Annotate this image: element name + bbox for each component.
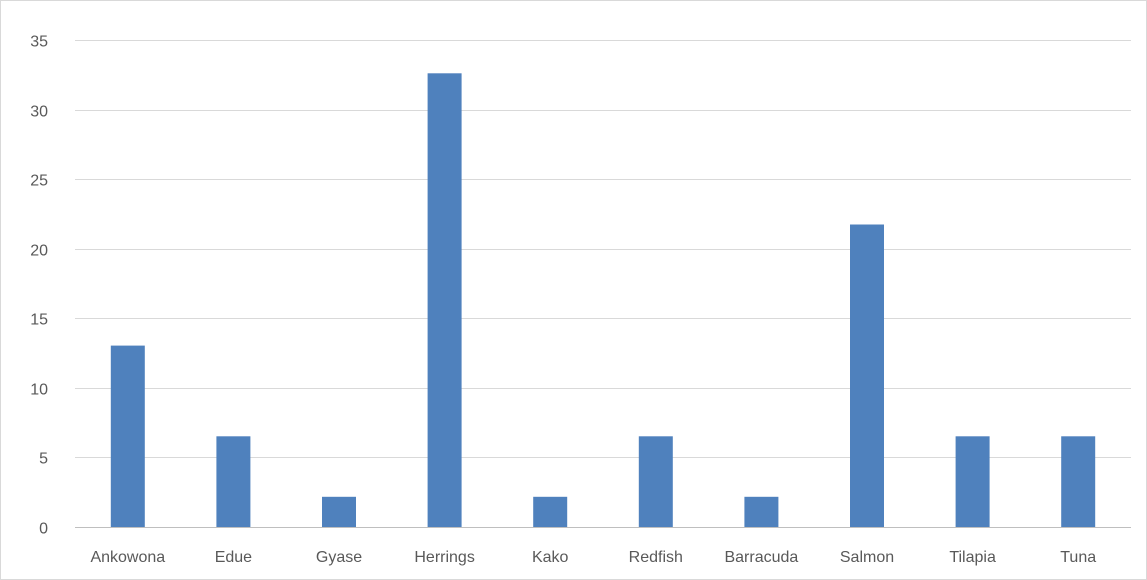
x-tick-label: Gyase <box>316 549 362 566</box>
bar-edue <box>216 436 251 527</box>
gridlines <box>75 40 1131 528</box>
y-tick-label: 0 <box>39 521 48 538</box>
y-tick-label: 25 <box>30 173 48 190</box>
y-tick-label: 5 <box>39 451 48 468</box>
x-axis-ticks: Ankowona Edue Gyase Herrings Kako Redfish Barr… <box>90 549 1096 566</box>
bars <box>110 73 1096 528</box>
bar-tuna <box>1061 436 1096 527</box>
x-tick-label: Kako <box>532 549 569 566</box>
bar-ankowona <box>110 345 145 527</box>
y-tick-label: 15 <box>30 312 48 329</box>
y-axis-ticks: 0 5 10 15 20 25 30 35 <box>30 34 48 538</box>
x-tick-label: Barracuda <box>724 549 798 566</box>
x-tick-label: Tuna <box>1060 549 1096 566</box>
bar-redfish <box>638 436 673 527</box>
bar-salmon <box>850 224 884 527</box>
bar-barracuda <box>744 496 779 527</box>
y-tick-label: 10 <box>30 382 48 399</box>
x-tick-label: Salmon <box>840 549 894 566</box>
y-tick-label: 30 <box>30 104 48 121</box>
bar-kako <box>533 496 568 527</box>
x-tick-label: Ankowona <box>90 549 165 566</box>
x-tick-label: Herrings <box>414 549 474 566</box>
x-tick-label: Tilapia <box>949 549 996 566</box>
x-tick-label: Edue <box>215 549 252 566</box>
bar-herrings <box>427 73 462 528</box>
x-tick-label: Redfish <box>629 549 683 566</box>
bar-tilapia <box>955 436 990 527</box>
y-tick-label: 20 <box>30 243 48 260</box>
y-tick-label: 35 <box>30 34 48 51</box>
bar-gyase <box>322 496 356 527</box>
